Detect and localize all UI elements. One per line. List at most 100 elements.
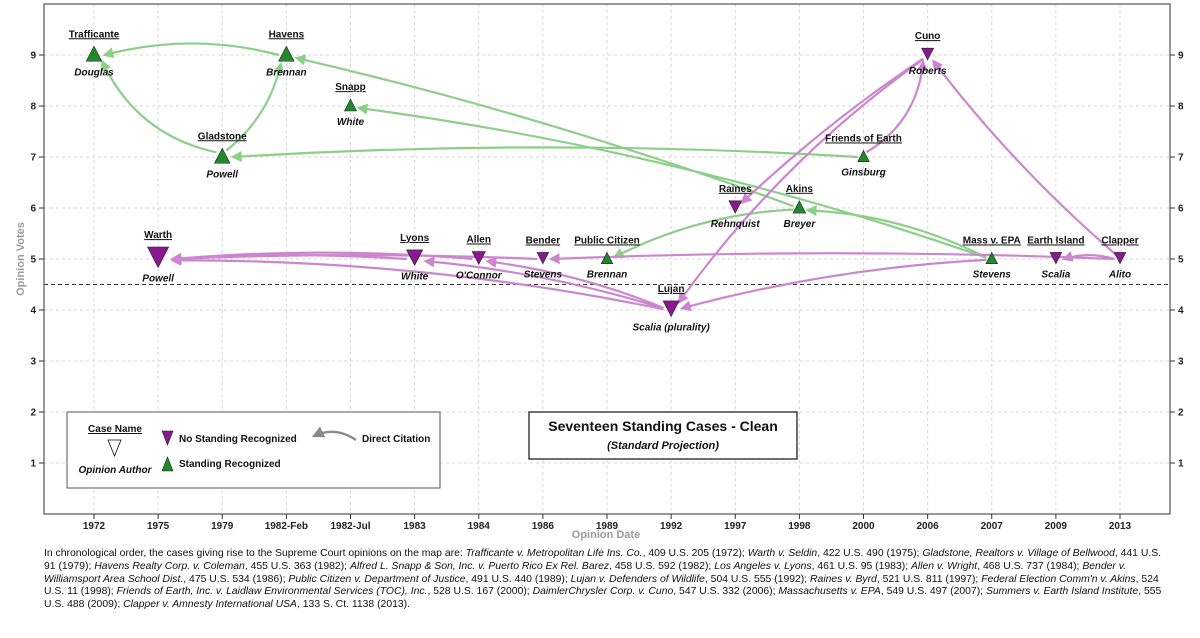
case-name-label: Earth Island — [1027, 235, 1084, 246]
y-tick-label-right: 2 — [1178, 408, 1184, 419]
case-point-lyons: Lyons White — [400, 233, 430, 283]
caption-case-name: Public Citizen v. Department of Justice — [288, 573, 466, 585]
caption-case-cite: , 468 U.S. 737 (1984); — [977, 560, 1083, 572]
author-label: Brennan — [266, 67, 307, 78]
author-label: White — [401, 271, 429, 282]
caption-case-cite: , 409 U.S. 205 (1972); — [642, 548, 748, 559]
y-axis-title: Opinion Votes — [15, 222, 27, 296]
case-point-akins: Akins Breyer — [784, 184, 817, 230]
legend-standing-label: Standing Recognized — [179, 459, 281, 470]
no-standing-marker — [662, 300, 680, 318]
author-label: Roberts — [909, 66, 947, 77]
caption-case-cite: , 441 U.S. 91 (1979); — [44, 548, 1162, 572]
x-tick-label: 1982-Feb — [265, 521, 308, 532]
no-standing-marker — [728, 200, 743, 214]
caption-case-cite: , 461 U.S. 95 (1983); — [811, 560, 911, 572]
citation-arrow — [805, 205, 987, 259]
standing-marker — [85, 45, 103, 62]
caption-case-cite: , 521 U.S. 811 (1997); — [876, 573, 982, 585]
y-tick-label-right: 3 — [1178, 357, 1184, 368]
case-name-label: Friends of Earth — [825, 133, 902, 144]
y-tick-label: 6 — [30, 204, 36, 215]
legend-author-marker — [107, 439, 122, 458]
caption-case-cite: , 458 U.S. 592 (1982); — [609, 560, 715, 572]
case-name-label: Snapp — [335, 82, 366, 93]
case-name-label: Cuno — [915, 31, 941, 42]
x-tick-label: 1975 — [147, 521, 170, 532]
citation-arrow — [740, 57, 924, 205]
author-label: Powell — [206, 169, 238, 180]
caption-case-name: Gladstone, Realtors v. Village of Bellwo… — [922, 548, 1115, 559]
no-standing-marker — [471, 251, 486, 266]
citation-arrow — [230, 146, 858, 162]
caption-case-name: Clapper v. Amnesty International USA — [123, 599, 297, 611]
caption-case-cite: , 528 U.S. 167 (2000); — [427, 586, 533, 598]
legend: Case Name Opinion Author No Standing Rec… — [66, 411, 441, 489]
legend-opinion-author: Opinion Author — [79, 465, 153, 476]
caption-intro: In chronological order, the cases giving… — [44, 548, 466, 559]
caption-case-cite: , 555 U.S. 488 (2009); — [44, 586, 1162, 611]
caption-case-cite: , 475 U.S. 534 (1986); — [183, 573, 289, 585]
x-tick-label: 2013 — [1109, 521, 1132, 532]
citation-arrow — [294, 54, 794, 208]
case-name-label: Trafficante — [69, 29, 120, 40]
case-name-label: Allen — [467, 235, 491, 246]
citation-arrow — [677, 58, 925, 305]
author-label: Stevens — [524, 270, 563, 281]
author-label: Scalia — [1041, 270, 1070, 281]
x-tick-label: 1986 — [532, 521, 555, 532]
legend-no-standing-label: No Standing Recognized — [179, 434, 297, 445]
citation-arrow — [932, 59, 1117, 256]
y-tick-label-right: 5 — [1178, 255, 1184, 266]
y-tick-label-right: 4 — [1178, 306, 1184, 317]
no-standing-marker — [921, 47, 935, 61]
no-standing-marker — [1049, 252, 1063, 265]
citations-layer — [101, 42, 1117, 312]
case-point-allen: Allen O'Connor — [456, 235, 503, 282]
case-name-label: Warth — [144, 230, 172, 241]
title-box: Seventeen Standing Cases - Clean (Standa… — [528, 411, 798, 460]
legend-case-name: Case Name — [88, 424, 142, 435]
case-point-snapp: Snapp White — [335, 82, 366, 128]
y-tick-label-right: 9 — [1178, 51, 1184, 62]
case-point-friendsofearth: Friends of Earth Ginsburg — [825, 133, 902, 178]
caption-case-name: Allen v. Wright — [910, 560, 978, 572]
y-tick-label-right: 7 — [1178, 153, 1184, 164]
author-label: Scalia (plurality) — [633, 322, 711, 333]
caption-case-name: Warth v. Seldin — [747, 548, 818, 559]
citation-arrow — [865, 59, 928, 154]
no-standing-marker — [536, 252, 550, 265]
y-tick-label: 9 — [30, 51, 36, 62]
case-point-clapper: Clapper Alito — [1101, 235, 1138, 280]
x-tick-label: 1982-Jul — [330, 521, 370, 532]
citation-arrow — [102, 42, 280, 59]
y-tick-label-right: 1 — [1178, 459, 1184, 470]
case-point-havens: Havens Brennan — [266, 29, 307, 78]
caption-case-cite: , 504 U.S. 555 (1992); — [704, 573, 811, 585]
caption-case-cite: , 422 U.S. 490 (1975); — [817, 548, 923, 559]
citation-arrow — [225, 61, 285, 152]
author-label: Powell — [142, 274, 174, 285]
citation-map-chart: 1972 1975 1979 1982-Feb 1982-Jul 1983 1984 1986… — [15, 3, 1184, 541]
caption-case-name: Havens Realty Corp. v. Coleman — [94, 560, 245, 572]
case-name-label: Bender — [526, 235, 561, 246]
legend-citation-arrow — [311, 426, 357, 442]
case-name-label: Public Citizen — [574, 235, 640, 246]
caption-case-name: Bender v. Williamsport Area School Dist. — [44, 560, 1127, 585]
caption-case-cite: , 549 U.S. 497 (2007); — [880, 586, 986, 598]
no-standing-marker — [147, 246, 170, 269]
title-box-frame — [528, 411, 798, 460]
case-name-label: Akins — [786, 184, 814, 195]
case-name-label: Clapper — [1101, 235, 1138, 246]
caption-case-cite: , 491 U.S. 440 (1989); — [465, 573, 571, 585]
x-tick-label: 1997 — [724, 521, 747, 532]
citation-arrow — [548, 252, 1115, 265]
legend-standing-marker — [161, 456, 174, 472]
case-point-earthisland: Earth Island Scalia — [1027, 235, 1084, 280]
y-tick-label: 2 — [30, 408, 36, 419]
standing-marker — [343, 98, 358, 112]
y-tick-label: 5 — [30, 255, 36, 266]
citation-arrow — [356, 103, 987, 259]
points-layer: Trafficante Douglas Warth Powell Gladstone Po… — [69, 29, 1139, 333]
case-name-label: Lujan — [658, 284, 685, 295]
